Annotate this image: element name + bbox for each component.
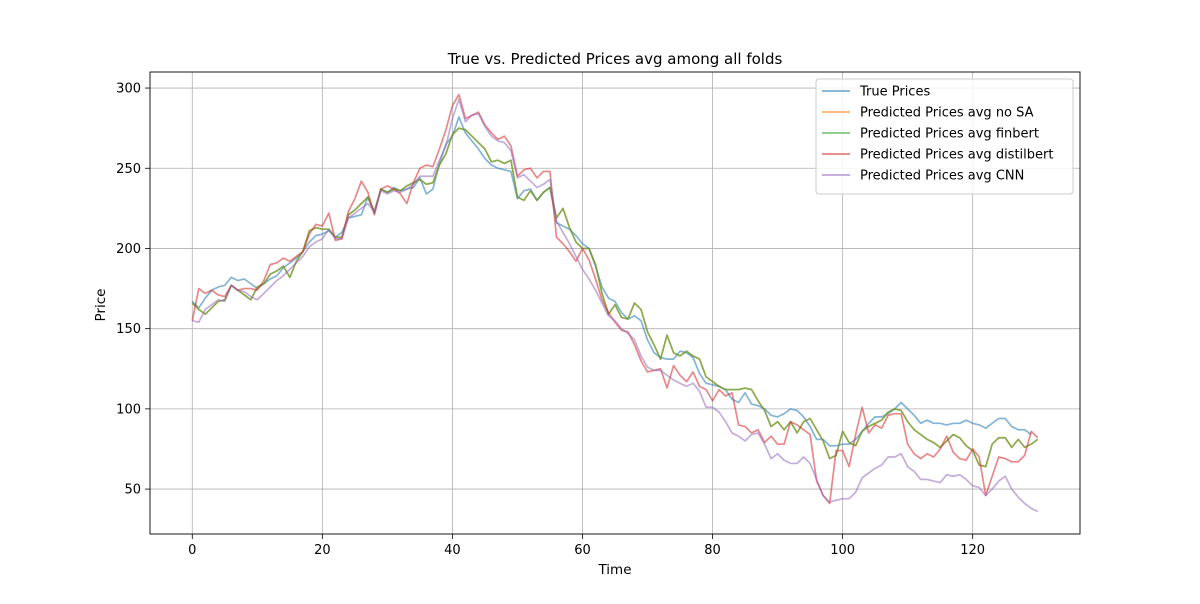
series-line-predicted-prices-avg-distilbert <box>191 93 1039 505</box>
y-axis-label: Price <box>93 289 109 322</box>
legend-label: Predicted Prices avg CNN <box>860 169 1024 184</box>
series-line-predicted-prices-avg-cnn <box>192 98 1039 513</box>
chart-title: True vs. Predicted Prices avg among all … <box>447 50 783 68</box>
legend-label: Predicted Prices avg no SA <box>860 106 1034 121</box>
y-tick-label: 100 <box>116 402 141 417</box>
legend-box <box>815 78 1074 195</box>
y-tick-label: 250 <box>116 162 141 177</box>
y-tick-label: 300 <box>116 82 141 97</box>
x-tick-label: 100 <box>830 543 855 558</box>
plot-frame <box>149 71 1081 535</box>
legend-label: True Prices <box>859 85 930 100</box>
y-tick-label: 150 <box>116 322 141 337</box>
axes: 0 20 40 60 80 100 120 50 100 150 200 250 300 <box>116 71 1081 558</box>
y-tick-label: 50 <box>124 483 141 498</box>
y-tick-label: 200 <box>116 242 141 257</box>
x-tick-label: 80 <box>704 543 721 558</box>
legend-label: Predicted Prices avg finbert <box>860 127 1039 142</box>
x-tick-label: 0 <box>188 543 196 558</box>
x-axis-label: Time <box>597 562 631 578</box>
legend: True Prices Predicted Prices avg no SA Pre… <box>815 78 1074 195</box>
x-tick-label: 40 <box>444 543 461 558</box>
x-tick-label: 20 <box>314 543 331 558</box>
x-tick-label: 120 <box>960 543 985 558</box>
x-tick-label: 60 <box>574 543 591 558</box>
series-lines <box>191 93 1039 513</box>
legend-label: Predicted Prices avg distilbert <box>860 148 1053 163</box>
